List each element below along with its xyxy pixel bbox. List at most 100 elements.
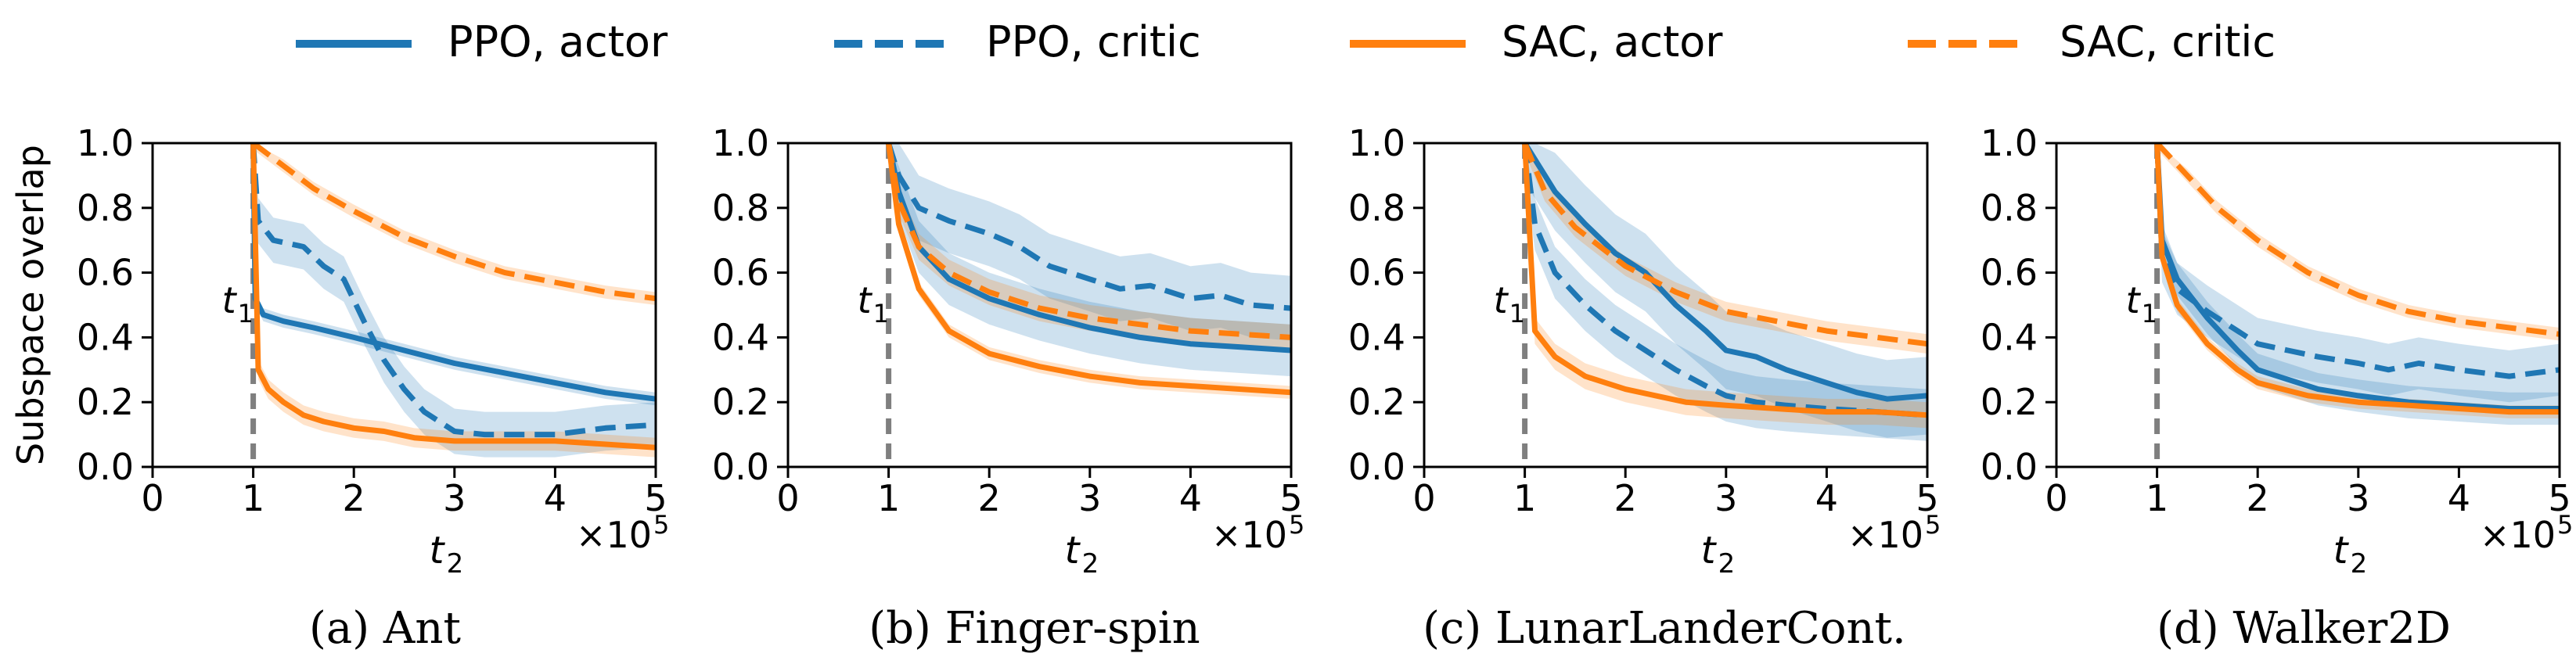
panel-a-ant: 0 1 2 3 4 50.00.20.40.60.81.0t 1t 2×10 5(a) Ant bbox=[77, 122, 670, 654]
series-line-ppo-critic bbox=[2154, 143, 2560, 379]
band-ppo-actor bbox=[888, 143, 1291, 377]
series-line-ppo-critic bbox=[886, 143, 1291, 311]
panel-caption: (b) Finger-spin bbox=[869, 603, 1200, 654]
legend-entry-ppo-actor: PPO, actor bbox=[296, 17, 668, 66]
series-line-ppo-actor bbox=[2154, 143, 2560, 411]
legend-entry-ppo-critic: PPO, critic bbox=[834, 17, 1201, 66]
x-tick-label: 4 bbox=[2448, 477, 2470, 519]
y-axis-label: Subspace overlap bbox=[9, 145, 52, 465]
x-tick-label: 5 bbox=[1916, 477, 1938, 519]
x-tick-label: 2 bbox=[1614, 477, 1637, 519]
y-tick-label: 0.8 bbox=[1348, 187, 1405, 229]
band-ppo-critic bbox=[253, 143, 656, 458]
x-axis-label: t bbox=[430, 529, 446, 572]
panel-b-finger-spin: 0 1 2 3 4 50.00.20.40.60.81.0t 1t 2×10 5(b) Fing… bbox=[712, 122, 1305, 654]
x-tick-label: 5 bbox=[1279, 477, 1302, 519]
y-tick-label: 0.0 bbox=[712, 446, 769, 488]
series-line-ppo-actor bbox=[250, 143, 656, 402]
x-tick-label: 0 bbox=[2045, 477, 2067, 519]
legend-label: SAC, critic bbox=[2060, 17, 2276, 66]
x-tick-label: 3 bbox=[1078, 477, 1101, 519]
series-line-ppo-actor bbox=[886, 143, 1291, 354]
x-tick-label: 2 bbox=[978, 477, 1001, 519]
legend-entry-sac-actor: SAC, actor bbox=[1350, 17, 1723, 66]
x-tick-label: 4 bbox=[544, 477, 567, 519]
x-tick-label: 1 bbox=[2146, 477, 2168, 519]
panel-caption: (d) Walker2D bbox=[2157, 603, 2451, 654]
y-tick-label: 0.2 bbox=[1981, 381, 2038, 423]
x-tick-label: 2 bbox=[2247, 477, 2269, 519]
legend: PPO, actor PPO, critic SAC, actor SAC, crit… bbox=[296, 17, 2276, 66]
y-tick-label: 0.4 bbox=[77, 316, 134, 358]
legend-entry-sac-critic: SAC, critic bbox=[1908, 17, 2276, 66]
series-line-sac-actor bbox=[886, 143, 1291, 396]
x-tick-label: 2 bbox=[343, 477, 365, 519]
y-tick-label: 0.6 bbox=[1981, 252, 2038, 294]
series-line-ppo-critic bbox=[1522, 143, 1927, 418]
x-tick-label: 0 bbox=[141, 477, 164, 519]
y-tick-label: 0.2 bbox=[1348, 381, 1405, 423]
x-multiplier-exponent: 5 bbox=[1289, 510, 1304, 540]
t1-label-subscript: 1 bbox=[1509, 299, 1525, 328]
series-line-sac-actor bbox=[1522, 143, 1927, 418]
plot-area bbox=[1522, 143, 1927, 467]
y-tick-label: 0.6 bbox=[712, 252, 769, 294]
x-multiplier-exponent: 5 bbox=[653, 510, 669, 540]
legend-label: SAC, actor bbox=[1502, 17, 1723, 66]
x-tick-label: 5 bbox=[2548, 477, 2571, 519]
t1-label: t bbox=[858, 279, 873, 321]
series-line-sac-critic bbox=[2155, 143, 2560, 337]
x-axis-label-subscript: 2 bbox=[1082, 548, 1099, 580]
series-line-sac-actor bbox=[2154, 143, 2560, 415]
series-line-sac-critic bbox=[886, 143, 1291, 340]
band-ppo-actor bbox=[1524, 143, 1927, 438]
plot-area bbox=[250, 143, 656, 467]
y-tick-label: 0.8 bbox=[712, 187, 769, 229]
x-axis-label: t bbox=[2333, 529, 2350, 572]
x-tick-label: 0 bbox=[776, 477, 799, 519]
plot-area bbox=[2154, 143, 2560, 467]
y-tick-label: 0.2 bbox=[77, 381, 134, 423]
series-line-sac-actor bbox=[250, 143, 656, 450]
x-multiplier-exponent: 5 bbox=[2557, 510, 2573, 540]
x-multiplier: ×10 bbox=[2480, 514, 2556, 556]
y-tick-label: 0.0 bbox=[77, 446, 134, 488]
t1-label-subscript: 1 bbox=[873, 299, 889, 328]
x-tick-label: 1 bbox=[877, 477, 900, 519]
axes-frame bbox=[1423, 142, 1929, 468]
x-multiplier: ×10 bbox=[1847, 514, 1923, 556]
series-line-sac-critic bbox=[1522, 143, 1927, 347]
y-tick-label: 1.0 bbox=[1981, 122, 2038, 164]
panel-caption: (c) LunarLanderCont. bbox=[1423, 603, 1906, 654]
axes-frame bbox=[151, 142, 657, 468]
x-tick-label: 4 bbox=[1815, 477, 1838, 519]
band-ppo-critic bbox=[2157, 143, 2560, 403]
panel-caption: (a) Ant bbox=[309, 603, 461, 654]
panel-c-lunarlandercont: 0 1 2 3 4 50.00.20.40.60.81.0t 1t 2×10 5(c) Luna… bbox=[1348, 122, 1941, 654]
x-axis-label-subscript: 2 bbox=[2351, 548, 2368, 580]
t1-label: t bbox=[222, 279, 238, 321]
x-tick-label: 3 bbox=[443, 477, 466, 519]
t1-label: t bbox=[2126, 279, 2142, 321]
y-tick-label: 0.6 bbox=[1348, 252, 1405, 294]
series-line-ppo-critic bbox=[250, 143, 656, 438]
band-ppo-critic bbox=[888, 143, 1291, 341]
x-tick-label: 1 bbox=[1513, 477, 1536, 519]
y-tick-label: 0.4 bbox=[712, 316, 769, 358]
band-sac-critic bbox=[2157, 143, 2560, 341]
band-ppo-actor bbox=[2157, 143, 2560, 425]
y-tick-label: 0.0 bbox=[1981, 446, 2038, 488]
x-tick-label: 0 bbox=[1412, 477, 1435, 519]
legend-label: PPO, critic bbox=[986, 17, 1201, 66]
x-tick-label: 3 bbox=[1714, 477, 1737, 519]
x-axis-label: t bbox=[1065, 529, 1081, 572]
legend-label: PPO, actor bbox=[448, 17, 668, 66]
panel-d-walker2d: 0 1 2 3 4 50.00.20.40.60.81.0t 1t 2×10 5(d) Walk… bbox=[1981, 122, 2574, 654]
chart-panels: 0 1 2 3 4 50.00.20.40.60.81.0t 1t 2×10 5(a) Ant0… bbox=[77, 122, 2574, 654]
axes-frame bbox=[2055, 142, 2561, 468]
y-tick-label: 0.0 bbox=[1348, 446, 1405, 488]
x-tick-label: 4 bbox=[1179, 477, 1202, 519]
y-tick-label: 1.0 bbox=[1348, 122, 1405, 164]
y-tick-label: 0.8 bbox=[77, 187, 134, 229]
y-tick-label: 0.4 bbox=[1348, 316, 1405, 358]
